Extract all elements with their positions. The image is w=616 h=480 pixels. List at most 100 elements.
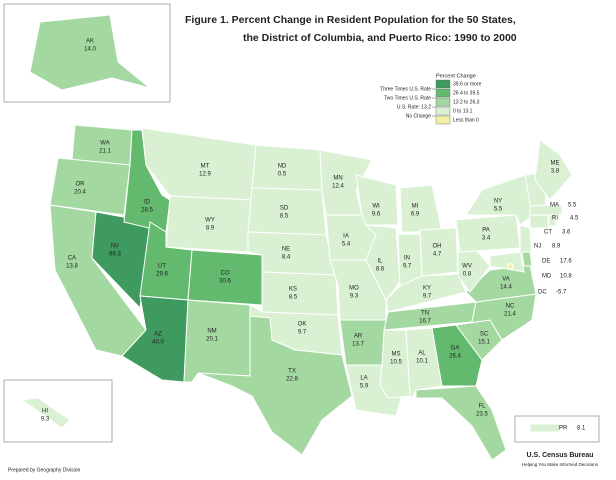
state-value: 10.1 <box>416 359 428 365</box>
state-name: RI <box>552 216 558 222</box>
state-name: GA <box>451 346 460 352</box>
state-value: 28.5 <box>141 208 153 214</box>
state-name: VA <box>502 277 510 283</box>
state-name: OK <box>298 322 307 328</box>
state-name: PA <box>482 228 490 234</box>
state-value: 14.4 <box>500 285 512 291</box>
state-value: 10.8 <box>560 274 572 280</box>
state-value: 21.4 <box>504 312 516 318</box>
state-value: 9.7 <box>403 264 412 270</box>
state-name: SC <box>480 332 489 338</box>
state-value: 6.9 <box>411 212 420 218</box>
state <box>529 204 563 216</box>
state-name: WV <box>462 264 472 270</box>
legend-title: Percent Change <box>436 73 476 79</box>
state-name: AR <box>354 334 363 340</box>
legend-label: Less than 0 <box>453 117 479 123</box>
state-value: 14.0 <box>84 47 96 53</box>
state-value: 20.1 <box>206 337 218 343</box>
state-name: CO <box>221 271 230 277</box>
state-name: TX <box>288 369 296 375</box>
state-value: 9.3 <box>350 294 359 300</box>
state-name: HI <box>42 409 48 415</box>
state-value: 66.3 <box>109 252 121 258</box>
state <box>534 139 573 201</box>
state-name: SD <box>280 206 289 212</box>
state-name: NC <box>506 304 515 310</box>
logo-name: U.S. Census Bureau <box>527 452 594 459</box>
state <box>548 214 557 227</box>
state-name: CT <box>544 230 552 236</box>
state-name: ME <box>551 161 560 167</box>
legend-label: 26.4 to 39.5 <box>453 90 480 96</box>
state-name: MD <box>542 274 552 280</box>
state-value: 17.6 <box>560 259 572 265</box>
state <box>165 195 253 253</box>
legend-benchmark: Three Times U.S. Rate <box>380 86 431 92</box>
footer: Prepared by Geography Division <box>8 467 80 473</box>
state <box>355 174 399 226</box>
state-name: OR <box>76 182 86 188</box>
state-value: 15.1 <box>478 340 490 346</box>
state-name: NY <box>494 199 502 205</box>
state-name: NJ <box>534 244 541 250</box>
state-value: 8.6 <box>376 267 385 273</box>
puerto-rico-inset <box>514 415 600 443</box>
state-name: PR <box>559 426 568 432</box>
legend-benchmark: Two Times U.S. Rate <box>384 95 431 101</box>
state-value: 20.4 <box>74 190 86 196</box>
state <box>507 263 514 270</box>
state <box>519 224 533 261</box>
state-name: MO <box>349 286 359 292</box>
state-name: IN <box>404 256 410 262</box>
state-value: -5.7 <box>556 290 567 296</box>
state <box>415 385 507 461</box>
state-name: WY <box>205 218 215 224</box>
state-name: UT <box>158 264 166 270</box>
state <box>187 249 263 306</box>
legend-label: 0 to 13.1 <box>453 108 473 114</box>
state-name: WA <box>100 141 109 147</box>
title-line: Figure 1. Percent Change in Resident Pop… <box>185 14 516 26</box>
state-value: 22.8 <box>286 377 298 383</box>
state-value: 21.1 <box>99 149 111 155</box>
state-value: 0.8 <box>463 272 472 278</box>
state <box>529 423 561 433</box>
state-name: MA <box>550 203 559 209</box>
state-value: 5.5 <box>568 203 577 209</box>
state-name: DE <box>542 259 550 265</box>
state-name: AL <box>418 351 426 357</box>
legend-label: 39.6 or more <box>453 81 482 87</box>
state-value: 16.7 <box>419 319 431 325</box>
state-name: MT <box>201 164 210 170</box>
state-name: NM <box>207 329 216 335</box>
state-value: 3.8 <box>551 169 560 175</box>
legend-swatch <box>435 97 451 107</box>
legend-swatch <box>435 106 451 116</box>
state-value: 5.9 <box>360 384 369 390</box>
legend-benchmark: U.S. Rate: 13.2 <box>397 104 431 110</box>
state-name: MS <box>392 352 401 358</box>
state <box>465 264 537 303</box>
state-value: 5.4 <box>342 242 351 248</box>
state-value: 30.6 <box>219 279 231 285</box>
state-value: 26.4 <box>449 354 461 360</box>
state-name: LA <box>360 376 367 382</box>
state-name: KY <box>423 286 431 292</box>
state-name: AZ <box>154 332 162 338</box>
state <box>521 251 533 267</box>
state-name: MI <box>412 204 419 210</box>
legend-benchmark: No Change <box>406 113 432 119</box>
state-name: TN <box>421 311 429 317</box>
state-name: MN <box>333 176 342 182</box>
state-name: NV <box>111 244 119 250</box>
hawaii-inset <box>3 379 113 443</box>
state-value: 8.5 <box>289 295 298 301</box>
state-value: 9.6 <box>372 212 381 218</box>
legend-swatch <box>435 115 451 125</box>
state-value: 40.0 <box>152 340 164 346</box>
logo-tagline: Helping You Make Informed Decisions <box>522 462 599 467</box>
state-value: 13.7 <box>352 342 364 348</box>
state-name: AK <box>86 39 94 45</box>
